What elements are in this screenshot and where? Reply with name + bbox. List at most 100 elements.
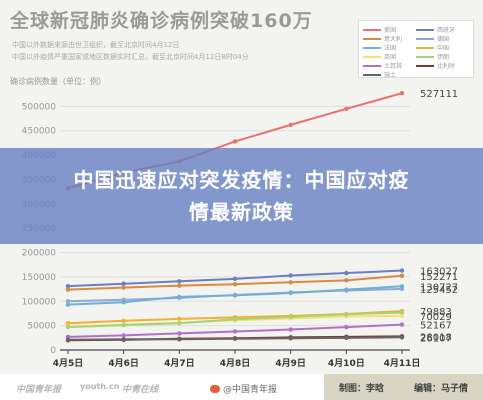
data-point: [177, 294, 182, 300]
data-point: [344, 106, 349, 112]
x-tick-label: 4月9日: [275, 358, 306, 369]
y-tick-label: 450000: [22, 127, 57, 137]
data-point: [65, 321, 71, 326]
chart-title: 全球新冠肺炎确诊病例突破160万: [10, 10, 313, 32]
y-tick-label: 50000: [27, 322, 56, 332]
legend-label: 伊朗: [437, 54, 450, 61]
data-label: 130727: [420, 282, 458, 293]
data-point: [344, 278, 349, 283]
legend-label: 英国: [384, 54, 397, 61]
source-note-2: 中国以外疫情严重国家或地区数据实时汇总，截至北京时间4月12日8时04分: [12, 53, 249, 61]
data-label: 28018: [420, 332, 452, 343]
data-point: [344, 335, 349, 341]
data-point: [232, 317, 238, 322]
legend-label: 比利时: [437, 63, 456, 70]
data-point: [288, 314, 293, 320]
data-point: [232, 329, 238, 334]
weibo-handle-text: @中国青年报: [223, 385, 278, 395]
data-point: [65, 287, 71, 292]
data-point: [65, 302, 71, 307]
legend-label: 意大利: [384, 36, 403, 43]
credit-drawing: 制图：李晗: [338, 383, 384, 394]
weibo-icon: [210, 385, 220, 393]
legend-swatch: [363, 73, 381, 76]
data-point: [344, 287, 349, 292]
data-point: [121, 318, 126, 323]
data-label: 125452: [420, 285, 458, 296]
x-tick-label: 4月11日: [384, 358, 421, 369]
data-point: [65, 283, 71, 289]
legend-item: 美国: [363, 25, 416, 34]
data-point: [399, 322, 405, 327]
data-point: [399, 313, 405, 319]
legend-item: 意大利: [363, 34, 416, 43]
legend-swatch: [363, 64, 381, 67]
legend-item: 比利时: [416, 61, 469, 70]
data-label: 52167: [420, 321, 452, 332]
legend-label: 西班牙: [437, 27, 456, 34]
legend-item: 西班牙: [416, 25, 469, 34]
legend-swatch: [416, 46, 434, 49]
data-label: 70029: [420, 312, 452, 323]
x-tick-label: 4月10日: [328, 358, 365, 369]
data-point: [65, 337, 71, 342]
data-point: [177, 279, 182, 284]
x-tick-label: 4月7日: [164, 358, 195, 369]
data-point: [232, 276, 238, 282]
data-point: [177, 316, 182, 322]
data-point: [399, 284, 405, 289]
data-point: [232, 336, 238, 341]
data-label: 26107: [420, 333, 452, 344]
data-point: [121, 322, 126, 328]
legend-label: 瑞士: [384, 72, 397, 79]
data-point: [65, 324, 71, 330]
data-point: [399, 310, 405, 315]
chart-legend: 美国 西班牙 意大利 德国 法国 中国 英国 伊朗 土耳其 比利时 瑞士: [358, 20, 474, 79]
data-point: [399, 273, 405, 279]
y-tick-label: 200000: [22, 249, 57, 259]
legend-item: 法国: [363, 43, 416, 52]
legend-item: 土耳其: [363, 61, 416, 70]
data-point: [399, 90, 405, 96]
legend-swatch: [416, 37, 434, 40]
headline-banner: 中国迅速应对突发疫情：中国应对疫情最新政策: [0, 148, 483, 244]
data-point: [399, 335, 405, 340]
credit-editor: 编辑：马子倩: [413, 383, 468, 394]
legend-item: 英国: [363, 52, 416, 61]
x-tick-label: 4月8日: [220, 358, 251, 369]
data-label: 163027: [420, 267, 458, 278]
headline-text: 中国迅速应对突发疫情：中国应对疫情最新政策: [73, 168, 410, 224]
legend-swatch: [363, 37, 381, 40]
y-axis-label: 确诊病例数量（单位：例）: [10, 77, 106, 86]
data-point: [121, 285, 126, 290]
y-tick-label: 500000: [22, 102, 57, 112]
legend-swatch: [363, 46, 381, 49]
legend-swatch: [363, 28, 381, 31]
data-point: [121, 337, 126, 342]
legend-label: 中国: [437, 45, 450, 52]
legend-label: 美国: [384, 27, 397, 34]
data-point: [177, 331, 182, 336]
data-point: [288, 280, 293, 285]
data-point: [232, 139, 238, 144]
y-tick-label: 0: [50, 346, 56, 356]
data-point: [177, 337, 182, 342]
legend-item: 瑞士: [363, 70, 416, 79]
data-point: [121, 281, 126, 286]
data-point: [288, 273, 293, 278]
data-point: [344, 270, 349, 276]
data-point: [399, 268, 405, 273]
legend-swatch: [416, 64, 434, 67]
logo-youth-daily: 中国青年报: [16, 385, 62, 395]
data-label: 152271: [420, 272, 458, 283]
legend-swatch: [363, 55, 381, 58]
data-point: [288, 327, 293, 332]
legend-item: 伊朗: [416, 52, 469, 61]
x-tick-label: 4月6日: [108, 358, 139, 369]
data-point: [288, 290, 293, 296]
y-tick-label: 100000: [22, 297, 57, 307]
legend-label: 法国: [384, 45, 397, 52]
data-point: [65, 299, 71, 304]
legend-label: 土耳其: [384, 63, 403, 70]
weibo-handle[interactable]: @中国青年报: [210, 382, 277, 395]
